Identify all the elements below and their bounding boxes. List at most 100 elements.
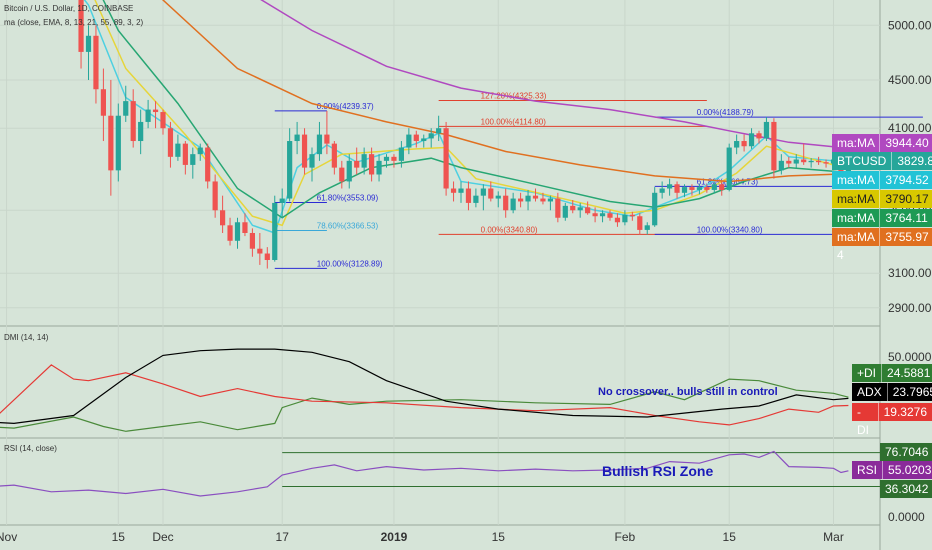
dmi-annotation: No crossover.. bulls still in control <box>598 386 778 398</box>
candle <box>309 147 315 182</box>
candle-body <box>331 143 337 168</box>
candle-body <box>763 121 770 139</box>
candle <box>696 184 702 195</box>
rsi-tag-label: RSI <box>852 461 884 479</box>
candle-body <box>786 160 792 164</box>
candle-body <box>212 181 218 211</box>
candle <box>667 178 673 196</box>
candle <box>450 181 457 202</box>
adx-line <box>0 348 849 425</box>
rsi-tag: 76.7046 <box>880 443 932 461</box>
price-tick-label: 3100.00 <box>888 266 932 280</box>
candle <box>257 232 263 265</box>
candles <box>78 0 851 269</box>
candle-body <box>547 198 553 202</box>
dmi-tag: ADX 23.7965 <box>852 383 932 401</box>
candle <box>160 109 166 135</box>
candle <box>212 174 218 218</box>
candle-body <box>279 198 285 203</box>
candle-body <box>93 35 99 90</box>
plus-di-line <box>0 378 849 432</box>
candle <box>205 143 211 189</box>
candle-body <box>138 121 144 142</box>
candle <box>78 0 84 69</box>
candle-body <box>406 134 412 148</box>
candle-body <box>383 156 390 161</box>
rsi-tag-value: 76.7046 <box>885 445 929 459</box>
candle <box>383 154 390 168</box>
candle <box>801 143 807 165</box>
candle <box>607 210 613 221</box>
candle-body <box>808 160 814 163</box>
rsi-annotation: Bullish RSI Zone <box>602 463 713 479</box>
candle <box>823 159 829 168</box>
time-tick-label: Dec <box>152 530 173 544</box>
candle <box>562 202 568 221</box>
time-tick-label: 15 <box>112 530 126 544</box>
candle <box>719 181 725 196</box>
candle-body <box>748 133 755 147</box>
rsi-study-label: RSI (14, close) <box>4 444 57 453</box>
ma-line <box>102 0 849 219</box>
candle-body <box>793 159 799 164</box>
candle <box>234 217 241 249</box>
candle <box>264 247 270 269</box>
candle-body <box>413 134 419 142</box>
price-tick-label: 4500.00 <box>888 73 932 87</box>
candle <box>197 143 203 161</box>
candle <box>570 200 576 214</box>
candle-body <box>778 160 784 171</box>
candle <box>689 184 695 196</box>
dmi-tick-label: 50.0000 <box>888 350 932 364</box>
candle <box>294 121 300 155</box>
chart-title: Bitcoin / U.S. Dollar, 1D, COINBASE <box>4 4 134 13</box>
dmi-tag: -DI 19.3276 <box>852 403 932 437</box>
candle-body <box>488 188 494 199</box>
candle <box>376 154 382 182</box>
candle <box>622 210 628 226</box>
candle-body <box>689 187 695 190</box>
price-tag: ma:MA 3 3764.11 <box>832 209 932 243</box>
candle-body <box>599 213 606 217</box>
candle <box>406 128 412 155</box>
candle <box>704 184 710 193</box>
candle <box>510 192 516 214</box>
candle-body <box>115 115 121 171</box>
candle <box>354 147 360 175</box>
candle <box>711 181 717 193</box>
candle <box>190 147 196 179</box>
candle-body <box>324 134 330 144</box>
candle <box>585 201 591 215</box>
candle <box>555 192 561 223</box>
price-tag-value: 3755.97 <box>885 230 929 244</box>
candle-body <box>130 101 136 142</box>
dmi-pane <box>0 348 849 432</box>
candle-body <box>85 35 92 52</box>
candle <box>614 213 621 227</box>
candle-body <box>398 147 404 161</box>
candle-body <box>227 225 233 241</box>
candle-body <box>801 159 807 163</box>
candle-body <box>585 207 591 214</box>
candle <box>726 143 732 192</box>
candle-body <box>234 222 241 241</box>
candle-body <box>145 109 151 122</box>
candle-body <box>711 184 717 190</box>
candle <box>361 147 367 175</box>
candle <box>316 121 323 161</box>
candle <box>100 68 106 142</box>
price-tag-label: BTCUSD <box>832 152 893 170</box>
candle-body <box>704 187 710 190</box>
candle <box>540 192 546 205</box>
candle <box>167 121 174 168</box>
candle-body <box>681 187 688 193</box>
ma-line <box>83 0 849 234</box>
candle-body <box>667 184 673 189</box>
candle <box>816 156 822 165</box>
price-tick-label: 2900.00 <box>888 301 932 315</box>
rsi-tag-value: 55.0203 <box>888 463 932 477</box>
candle <box>85 25 92 80</box>
candle <box>123 85 129 122</box>
candle <box>145 99 151 129</box>
candle <box>130 89 136 148</box>
